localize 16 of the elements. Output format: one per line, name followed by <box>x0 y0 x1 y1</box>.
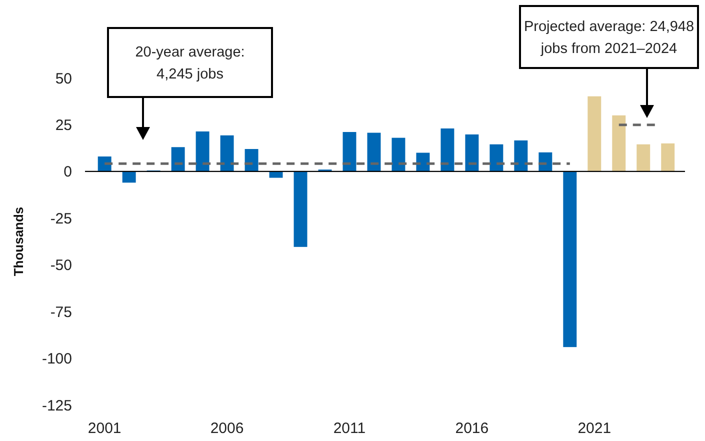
y-tick-label: -75 <box>50 304 72 321</box>
y-tick-label: 50 <box>55 70 72 88</box>
y-tick-label: -125 <box>42 397 72 414</box>
text: Projected average: 24,948 jobs from 2021–2024 <box>524 19 694 58</box>
x-tick-label: 2021 <box>578 420 612 437</box>
x-tick-label: 2001 <box>88 420 122 437</box>
x-tick-label: 2011 <box>333 420 366 437</box>
y-tick-label: -25 <box>50 210 72 228</box>
x-tick-label: 2016 <box>455 420 489 437</box>
y-tick-label: 0 <box>64 164 72 181</box>
y-tick-label: -100 <box>42 350 72 368</box>
y-axis-title: Thousands <box>11 206 26 276</box>
y-tick-label: 25 <box>55 116 72 134</box>
annotation: 20-year average: 4,245 jobs <box>135 44 245 83</box>
x-tick-label: 2006 <box>210 420 244 437</box>
y-tick-label: -50 <box>50 257 72 274</box>
